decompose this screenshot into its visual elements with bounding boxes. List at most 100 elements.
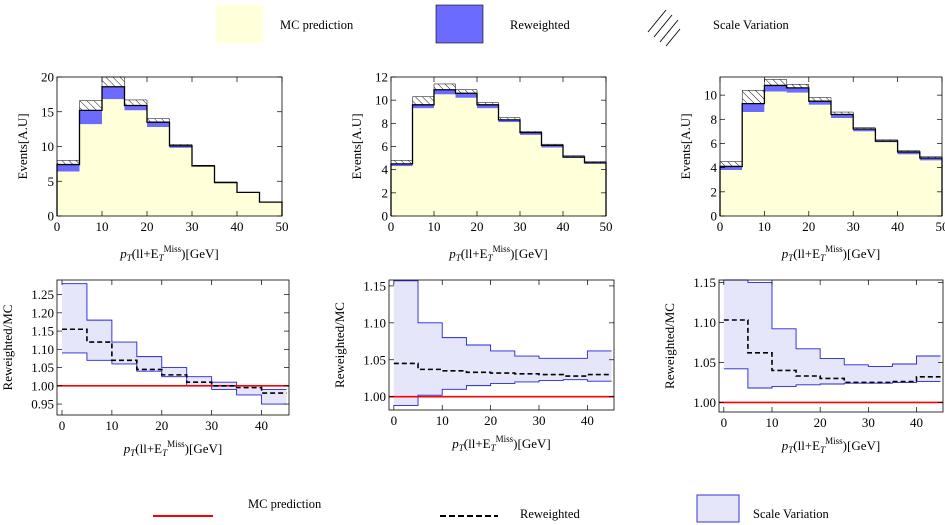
reweighted-bin [808,101,831,105]
legend-label-reweighted: Reweighted [510,18,570,32]
x-tick-label: 50 [276,219,289,234]
y-tick-label: 1.00 [363,389,386,404]
x-tick-label: 30 [847,219,860,234]
y-tick-label: 1.10 [363,315,386,330]
mc-prediction-bin [584,163,606,216]
scale-variation-hatch-bin [455,89,477,94]
scale-variation-hatch-bin [434,83,456,90]
x-tick-label: 0 [391,413,398,428]
y-tick-label: 6 [711,136,718,151]
scale-variation-hatch-bin [786,84,809,88]
x-tick-label: 20 [471,219,484,234]
legend-label-scale-variation: Scale Variation [713,18,790,32]
y-tick-label: 1.05 [31,360,54,375]
x-tick-label: 40 [255,418,268,433]
y-tick-label: 10 [375,93,388,108]
mc-prediction-bin [831,118,854,216]
reweighted-bin [412,104,434,109]
x-tick-label: 20 [802,219,815,234]
scale-lower-line [393,379,612,407]
x-tick-label: 0 [721,415,728,430]
legend-label-mc-prediction-bottom: MC prediction [248,497,322,511]
mc-prediction-bin [455,97,477,216]
y-tick-label: 0.95 [31,397,54,412]
reweighted-bin [391,163,413,167]
y-tick-label: 5 [48,174,55,189]
x-tick-label: 10 [436,413,449,428]
legend-swatch-blue-box [696,494,740,523]
mc-prediction-bin [875,142,898,216]
legend-top: MC prediction Reweighted Scale Variation [216,4,790,47]
reweighted-bin [919,157,942,161]
x-tick-label: 30 [862,415,875,430]
scale-variation-hatch-bin [498,117,520,120]
reweighted-bin [169,145,192,148]
legend-swatch-hatch [647,9,681,47]
reweighted-bin [477,104,499,109]
legend-bottom: MC prediction Reweighted Scale Variation [153,494,830,523]
mc-prediction-bin [259,202,282,216]
reweighted-bin [102,86,125,100]
reweighted-outline [56,86,283,216]
y-tick-label: 20 [41,70,54,85]
mc-prediction-bin [919,160,942,216]
scale-variation-hatch-bin [57,160,80,165]
mc-prediction-bin [214,182,237,216]
x-axis-label: pT(ll+ETMiss)[GeV] [781,244,880,263]
x-tick-label: 30 [186,219,199,234]
y-axis-label: Events[A.U] [678,113,693,179]
panel-top-middle: 0 10 20 30 40 50 0 2 4 6 8 10 12 pT(ll+ETMiss)[GeV] Ev… [349,70,613,264]
y-tick-label: 1.10 [693,315,716,330]
x-tick-label: 0 [54,219,61,234]
reweighted-bin [124,105,147,111]
mc-prediction-bin [477,108,499,216]
reweighted-ratio-line [393,362,612,377]
mc-prediction-bin [192,165,215,216]
legend-label-mc-prediction: MC prediction [280,18,354,32]
y-tick-label: 8 [711,112,718,127]
scale-lower-line [61,352,287,405]
scale-variation-hatch-bin [412,96,434,105]
y-tick-label: 1.00 [31,378,54,393]
y-tick-label: 1.00 [693,395,716,410]
mc-prediction-bin [563,158,585,216]
mc-prediction-bin [808,104,831,216]
x-tick-label: 10 [765,415,778,430]
panel-bottom-middle: 0 10 20 30 40 1.00 1.05 1.10 1.15 pT(ll+ETMiss)[G… [332,278,615,453]
y-axis-label: Reweighted/MC [332,302,347,388]
x-tick-label: 40 [557,219,570,234]
scale-variation-hatch-bin [720,161,743,167]
x-axis-label: pT(ll+ETMiss)[GeV] [781,436,880,455]
reweighted-bin [853,128,876,132]
reweighted-bin [520,132,542,135]
x-tick-label: 0 [59,418,66,433]
x-tick-label: 10 [758,219,771,234]
reweighted-bin [897,151,920,155]
x-tick-label: 10 [96,219,109,234]
x-tick-label: 40 [891,219,904,234]
y-tick-label: 1.10 [31,342,54,357]
x-tick-label: 40 [910,415,923,430]
scale-lower-line [723,368,941,389]
y-tick-label: 0 [48,209,55,224]
y-axis-label: Events[A.U] [15,113,30,179]
scale-variation-hatch-bin [808,97,831,102]
mc-prediction-bin [147,127,170,216]
mc-prediction-bin [520,134,542,216]
mc-prediction-bin [853,131,876,216]
mc-prediction-bin [742,112,765,216]
scale-variation-hatch-bin [742,90,765,104]
scale-upper-line [723,279,941,367]
x-tick-label: 0 [388,219,395,234]
x-tick-label: 30 [514,219,527,234]
reweighted-bin [498,119,520,123]
x-tick-label: 50 [936,219,945,234]
scale-variation-hatch-bin [79,100,102,111]
x-tick-label: 20 [484,413,497,428]
mc-prediction-bin [237,192,260,216]
y-tick-label: 4 [382,162,389,177]
y-tick-label: 2 [382,185,389,200]
y-tick-label: 0 [711,209,718,224]
y-tick-label: 12 [375,70,388,85]
